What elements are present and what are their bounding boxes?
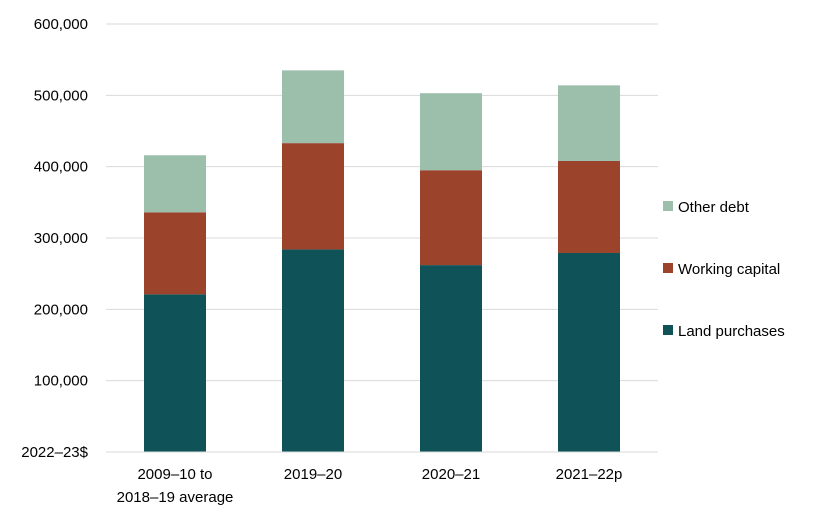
bar-working-capital bbox=[282, 143, 344, 250]
bar-working-capital bbox=[420, 170, 482, 266]
y-tick-label: 500,000 bbox=[34, 87, 88, 104]
y-tick-label: 100,000 bbox=[34, 373, 88, 390]
bar-working-capital bbox=[558, 160, 620, 253]
bar-land-purchases bbox=[420, 265, 482, 452]
legend-swatch-other-debt bbox=[663, 201, 673, 211]
bar-other-debt bbox=[144, 155, 206, 213]
y-axis-unit-label: 2022–23$ bbox=[21, 444, 88, 461]
bar-other-debt bbox=[282, 70, 344, 144]
bar-land-purchases bbox=[144, 294, 206, 452]
legend-swatch-working-capital bbox=[663, 263, 673, 273]
bar-land-purchases bbox=[558, 252, 620, 452]
bar-working-capital bbox=[144, 212, 206, 295]
x-tick-label: 2019–20 bbox=[284, 466, 342, 483]
bars bbox=[144, 70, 620, 452]
bar-other-debt bbox=[558, 85, 620, 161]
y-tick-labels: 600,000 500,000 400,000 300,000 200,000 100,0… bbox=[34, 16, 88, 390]
legend: Other debt Working capital Land purchases bbox=[663, 199, 785, 340]
legend-label-land-purchases: Land purchases bbox=[678, 323, 785, 340]
legend-label-working-capital: Working capital bbox=[678, 261, 780, 278]
y-tick-label: 200,000 bbox=[34, 301, 88, 318]
x-tick-label: 2021–22p bbox=[556, 466, 623, 483]
bar-other-debt bbox=[420, 93, 482, 171]
x-tick-label: 2009–10 to 2018–19 average bbox=[117, 466, 234, 506]
y-tick-label: 400,000 bbox=[34, 159, 88, 176]
bar-land-purchases bbox=[282, 249, 344, 452]
legend-swatch-land-purchases bbox=[663, 325, 673, 335]
legend-label-other-debt: Other debt bbox=[678, 199, 750, 216]
y-tick-label: 300,000 bbox=[34, 230, 88, 247]
x-tick-label: 2020–21 bbox=[422, 466, 480, 483]
x-tick-labels: 2009–10 to 2018–19 average 2019–20 2020–21 2… bbox=[117, 466, 623, 506]
y-tick-label: 600,000 bbox=[34, 16, 88, 33]
